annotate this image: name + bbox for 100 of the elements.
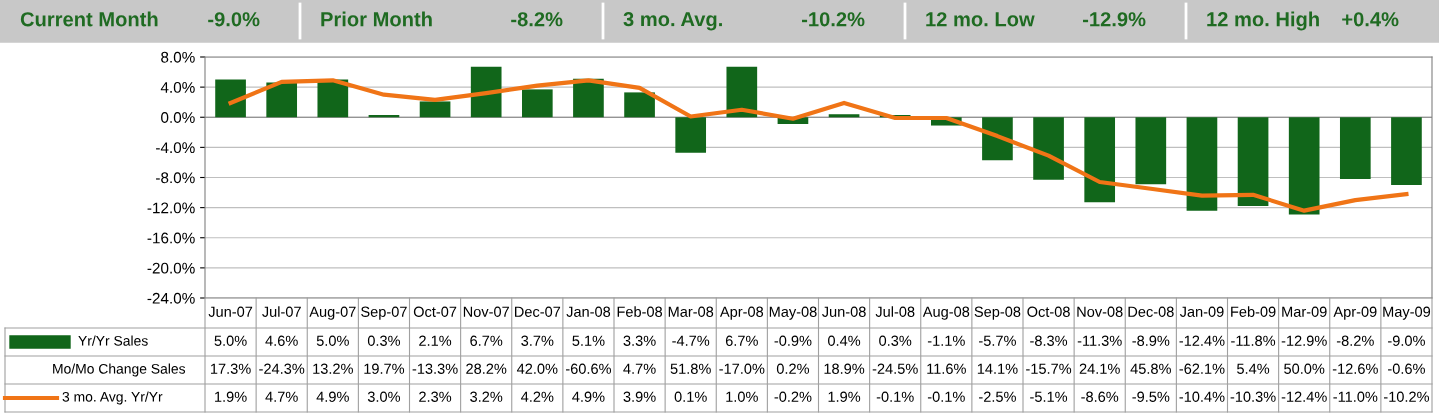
data-label: -10.2% bbox=[1383, 391, 1430, 402]
data-label: 6.7% bbox=[470, 335, 503, 346]
data-label: 3.3% bbox=[623, 335, 656, 346]
text: -60.6% bbox=[565, 363, 612, 374]
line-series bbox=[228, 78, 1409, 213]
data-label: 4.9% bbox=[572, 391, 605, 402]
text: 24.1% bbox=[1079, 363, 1120, 374]
bar bbox=[1339, 117, 1371, 180]
data-label: -0.1% bbox=[876, 391, 914, 402]
text: +0.4% bbox=[1342, 12, 1399, 27]
x-tick-label: Sep-08 bbox=[974, 306, 1021, 320]
data-label: 1.0% bbox=[726, 391, 758, 402]
data-label: -1.1% bbox=[927, 335, 965, 346]
text: -13.3% bbox=[412, 363, 458, 374]
y-tick-label: -8.0% bbox=[156, 172, 195, 184]
text: 50.0% bbox=[1284, 363, 1325, 374]
text: 28.2% bbox=[466, 363, 507, 374]
data-label: 0.4% bbox=[828, 335, 861, 346]
data-label: -10.3% bbox=[1230, 391, 1276, 402]
x-tick-label: Sep-07 bbox=[361, 306, 407, 320]
bar bbox=[1391, 117, 1422, 186]
text: -10.2% bbox=[801, 12, 865, 27]
y-tick-label: -4.0% bbox=[156, 142, 195, 154]
x-tick-label: Jul-07 bbox=[262, 306, 301, 317]
y-tick-label: 4.0% bbox=[160, 81, 195, 93]
text: -8.2% bbox=[511, 12, 563, 27]
x-tick-label: May-09 bbox=[1383, 306, 1431, 320]
data-label: -5.7% bbox=[979, 335, 1016, 346]
x-tick-label: Jun-07 bbox=[208, 306, 253, 317]
text: Prior Month bbox=[321, 11, 432, 27]
x-tick-label: Mar-08 bbox=[668, 306, 714, 317]
data-label: 4.7% bbox=[265, 391, 298, 402]
data-label: 3.7% bbox=[521, 335, 554, 346]
x-tick-label: Jan-09 bbox=[1179, 306, 1224, 317]
text: 18.9% bbox=[824, 363, 865, 374]
bar bbox=[419, 101, 451, 118]
text: 5.4% bbox=[1237, 363, 1270, 374]
y-tick-label: -20.0% bbox=[147, 262, 195, 274]
x-tick-label: Mar-09 bbox=[1282, 306, 1327, 317]
text: 17.3% bbox=[211, 363, 251, 374]
x-tick-label: Dec-07 bbox=[515, 306, 561, 317]
text: 14.1% bbox=[977, 363, 1018, 374]
y-tick-label: 8.0% bbox=[161, 51, 195, 63]
text: 3 mo. Avg. bbox=[623, 12, 722, 31]
x-tick-label: Feb-08 bbox=[617, 306, 663, 317]
text: -15.7% bbox=[1026, 363, 1072, 374]
data-label: 0.3% bbox=[367, 335, 401, 346]
data-label: -12.4% bbox=[1179, 335, 1225, 346]
text: -12.9% bbox=[1082, 12, 1146, 27]
bar bbox=[317, 79, 349, 118]
data-label: -8.9% bbox=[1132, 335, 1170, 346]
text: -9.0% bbox=[208, 12, 260, 27]
y-tick-label: -12.0% bbox=[147, 202, 195, 214]
data-label: 5.0% bbox=[316, 335, 349, 346]
text: -0.6% bbox=[1388, 363, 1425, 374]
data-label: 2.1% bbox=[419, 335, 452, 346]
x-tick-label: Feb-09 bbox=[1231, 306, 1276, 317]
text: 51.8% bbox=[670, 363, 711, 374]
y-tick-label: -16.0% bbox=[147, 232, 195, 244]
bar bbox=[470, 66, 502, 118]
text: 42.0% bbox=[516, 363, 558, 374]
data-label: 3.2% bbox=[470, 391, 503, 402]
data-label: -11.0% bbox=[1333, 391, 1378, 402]
data-label: -8.3% bbox=[1030, 335, 1068, 346]
data-label: -12.4% bbox=[1281, 391, 1327, 402]
data-label: 3.0% bbox=[367, 391, 401, 402]
data-label: -0.1% bbox=[927, 391, 965, 402]
x-tick-label: Dec-08 bbox=[1128, 306, 1174, 317]
x-tick-label: Apr-08 bbox=[719, 306, 764, 320]
text: -24.3% bbox=[259, 363, 305, 374]
x-tick-label: Apr-09 bbox=[1333, 306, 1377, 320]
bar bbox=[266, 82, 298, 118]
data-label: -8.2% bbox=[1336, 335, 1374, 346]
bar bbox=[521, 89, 553, 118]
data-label: 5.0% bbox=[214, 335, 247, 346]
bar bbox=[1135, 117, 1167, 185]
legend-label: Yr/Yr Sales bbox=[78, 335, 148, 346]
data-label: 2.3% bbox=[419, 391, 452, 402]
text: Current Month bbox=[20, 11, 158, 27]
text: 0.2% bbox=[776, 363, 810, 374]
data-label: -8.6% bbox=[1081, 391, 1119, 402]
text: 11.6% bbox=[927, 363, 966, 374]
x-tick-label: Nov-08 bbox=[1077, 306, 1123, 317]
data-label: -11.3% bbox=[1077, 335, 1122, 346]
data-label: -10.4% bbox=[1179, 391, 1225, 402]
x-tick-label: Nov-07 bbox=[463, 306, 509, 317]
bar bbox=[1288, 117, 1320, 215]
data-label: -4.7% bbox=[672, 335, 710, 346]
data-label: 4.9% bbox=[316, 391, 349, 402]
legend-label: 3 mo. Avg. Yr/Yr bbox=[62, 391, 163, 405]
y-tick-label: 0.0% bbox=[161, 112, 195, 123]
bar bbox=[1186, 117, 1218, 211]
data-label: 6.7% bbox=[725, 335, 758, 346]
x-tick-label: Aug-07 bbox=[309, 306, 356, 320]
data-label: 5.1% bbox=[572, 335, 605, 346]
x-tick-label: Jun-08 bbox=[822, 306, 866, 317]
bar bbox=[624, 92, 655, 118]
x-tick-label: Jul-08 bbox=[875, 306, 915, 317]
text: -12.6% bbox=[1332, 363, 1378, 374]
data-label: 3.9% bbox=[623, 391, 656, 402]
